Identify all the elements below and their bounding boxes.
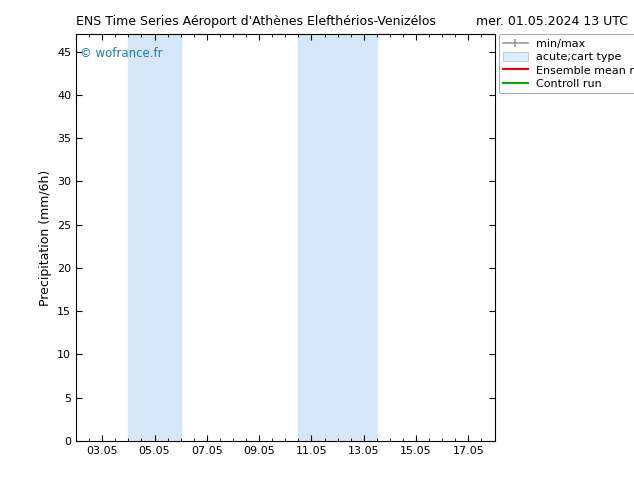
Bar [128,34,181,441]
Text: ENS Time Series Aéroport d'Athènes Elefthérios-Venizélos: ENS Time Series Aéroport d'Athènes Eleft… [76,15,436,28]
Legend: min/max, acute;cart type, Ensemble mean run, Controll run: min/max, acute;cart type, Ensemble mean … [499,34,634,93]
Bar [299,34,377,441]
Text: mer. 01.05.2024 13 UTC: mer. 01.05.2024 13 UTC [476,15,628,28]
Y-axis label: Precipitation (mm/6h): Precipitation (mm/6h) [39,170,51,306]
Text: © wofrance.fr: © wofrance.fr [81,47,163,59]
